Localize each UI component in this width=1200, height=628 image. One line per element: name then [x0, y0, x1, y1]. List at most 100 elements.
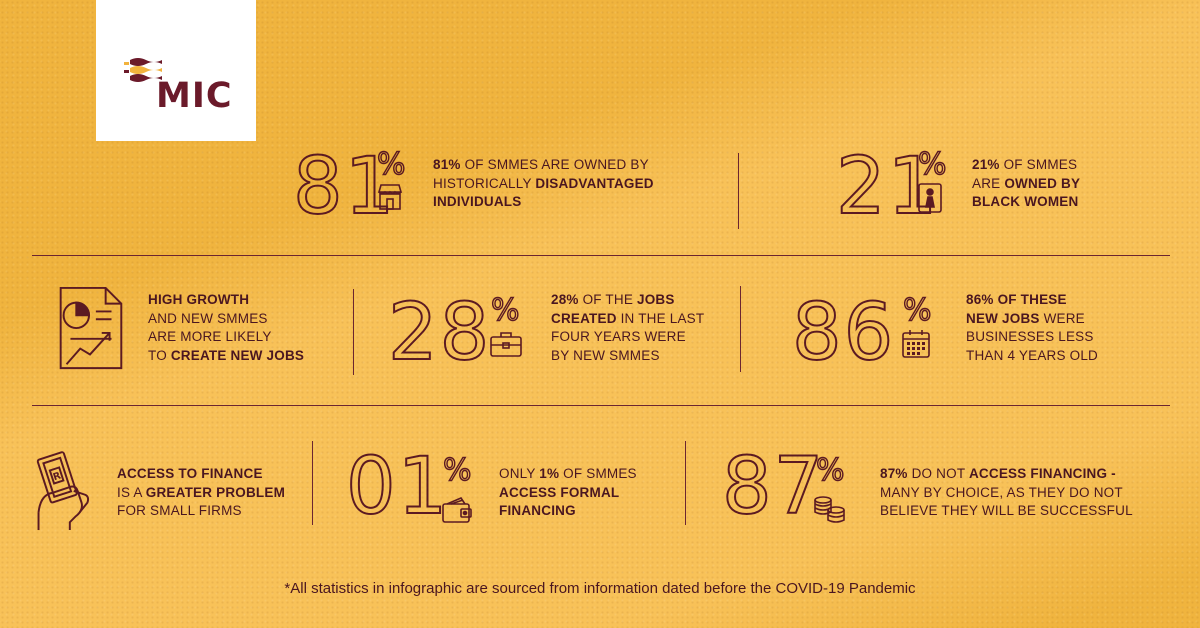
stat-text-line: ARE MORE LIKELY	[148, 328, 304, 347]
divider-row-1	[32, 255, 1170, 256]
stat-87-number: 87	[721, 442, 826, 532]
calendar-icon	[902, 330, 930, 358]
stat-text-emphasis: GREATER PROBLEM	[145, 484, 286, 500]
divider-col-row2a	[353, 289, 354, 375]
stat-text-emphasis: 28%	[551, 292, 583, 307]
stat-text-line: 86% OF THESE	[966, 291, 1098, 310]
stat-01-number: 01	[345, 442, 450, 532]
wallet-icon	[442, 497, 472, 523]
growth-report-icon	[59, 286, 123, 370]
coins-icon	[814, 496, 845, 523]
stat-text-line: FOR SMALL FIRMS	[117, 502, 285, 521]
stat-text-line: THAN 4 YEARS OLD	[966, 347, 1098, 366]
stat-text-line: FINANCING	[499, 502, 637, 521]
high-growth-text: HIGH GROWTH AND NEW SMMEs ARE MORE LIKELY T…	[148, 291, 304, 365]
stat-text-line: AND NEW SMMEs	[148, 310, 304, 329]
stat-text-line: NEW JOBS WERE	[966, 310, 1098, 329]
stat-text-line: 87% DO NOT ACCESS FINANCING -	[880, 465, 1133, 484]
stat-text-segment: AND NEW SMMEs	[148, 310, 268, 326]
woman-icon	[918, 183, 942, 213]
stat-text-emphasis: ACCESS FORMAL	[499, 484, 620, 500]
hand-banknote-icon: R	[36, 451, 90, 531]
stat-text-line: HISTORICALLY DISADVANTAGED	[433, 175, 654, 194]
stat-text-line: ONLY 1% OF SMMEs	[499, 465, 637, 484]
stat-text-segment: MANY BY CHOICE, AS THEY DO NOT	[880, 484, 1123, 500]
stat-text-line: MANY BY CHOICE, AS THEY DO NOT	[880, 484, 1133, 503]
stat-text-segment: ARE	[972, 175, 1005, 191]
stat-text-line: HIGH GROWTH	[148, 291, 304, 310]
stat-28-text: 28% OF THE JOBS CREATED IN THE LAST FOUR Y…	[551, 291, 704, 365]
stat-text-emphasis: 86%	[966, 292, 998, 307]
stat-28-number: 28	[387, 288, 492, 378]
stat-21-percent: %	[917, 147, 947, 182]
stat-text-emphasis: CREATED	[551, 310, 621, 326]
stat-text-segment: OF SMMEs ARE OWNED BY	[464, 157, 649, 172]
stat-text-emphasis: HIGH GROWTH	[148, 292, 250, 307]
stat-text-segment: IN THE LAST	[620, 310, 705, 326]
stat-text-line: 28% OF THE JOBS	[551, 291, 704, 310]
stat-86-text: 86% OF THESE NEW JOBS WERE BUSINESSES LESS…	[966, 291, 1098, 365]
stat-text-emphasis: OWNED BY	[1004, 175, 1081, 191]
stat-21-number: 21	[835, 142, 940, 232]
stat-text-emphasis: 87%	[880, 466, 908, 481]
stat-text-emphasis: BLACK WOMEN	[972, 194, 1079, 209]
stat-text-segment: BELIEVE THEY WILL BE SUCCESSFUL	[880, 503, 1133, 518]
stat-81-text: 81% OF SMMEs ARE OWNED BY HISTORICALLY DI…	[433, 156, 654, 212]
stat-text-line: CREATED IN THE LAST	[551, 310, 704, 329]
stat-text-line: FOUR YEARS WERE	[551, 328, 704, 347]
stat-28-percent: %	[490, 293, 520, 328]
stat-text-segment: IS A	[117, 484, 146, 500]
stat-text-line: IS A GREATER PROBLEM	[117, 484, 285, 503]
storefront-icon	[377, 184, 403, 210]
stat-text-line: ARE OWNED BY	[972, 175, 1080, 194]
stat-text-line: BLACK WOMEN	[972, 193, 1080, 212]
stat-text-emphasis: JOBS	[636, 292, 675, 307]
stat-text-segment: BY NEW SMMEs	[551, 347, 660, 363]
stat-text-line: 21% OF SMMEs	[972, 156, 1080, 175]
stat-81-percent: %	[376, 147, 406, 182]
stat-81-number: 81	[292, 142, 397, 232]
stat-text-emphasis: ACCESS TO FINANCE	[117, 466, 263, 481]
stat-text-segment: FOUR YEARS WERE	[551, 329, 686, 344]
mic-flag-icon	[124, 58, 162, 82]
stat-21-text: 21% OF SMMEs ARE OWNED BY BLACK WOMEN	[972, 156, 1080, 212]
stat-text-line: TO CREATE NEW JOBS	[148, 347, 304, 366]
stat-text-line: BUSINESSES LESS	[966, 328, 1098, 347]
stat-text-segment: OF SMMEs	[1003, 157, 1078, 172]
logo-card: MIC	[96, 0, 256, 141]
stat-text-line: 81% OF SMMEs ARE OWNED BY	[433, 156, 654, 175]
divider-row-2	[32, 405, 1170, 406]
stat-text-emphasis: 21%	[972, 157, 1004, 172]
stat-text-segment: ARE MORE LIKELY	[148, 329, 272, 344]
divider-col-row2b	[740, 286, 741, 372]
stat-87-percent: %	[815, 453, 845, 488]
stat-text-emphasis: INDIVIDUALS	[433, 194, 522, 209]
stat-text-segment: FOR SMALL FIRMS	[117, 503, 242, 518]
stat-text-segment: ONLY	[499, 466, 540, 481]
stat-text-segment: OF SMMEs	[559, 466, 637, 481]
stat-text-line: BY NEW SMMEs	[551, 347, 704, 366]
stat-text-segment: HISTORICALLY	[433, 175, 536, 191]
stat-text-emphasis: 1%	[539, 466, 560, 481]
stat-text-emphasis: NEW JOBS	[966, 310, 1044, 326]
stat-text-segment: WERE	[1043, 310, 1085, 326]
stat-text-segment: BUSINESSES LESS	[966, 329, 1094, 344]
stat-text-segment: TO	[148, 347, 171, 363]
stat-text-line: ACCESS FORMAL	[499, 484, 637, 503]
access-finance-text: ACCESS TO FINANCE IS A GREATER PROBLEM FOR…	[117, 465, 285, 521]
stat-text-emphasis: OF THESE	[997, 292, 1067, 307]
stat-text-emphasis: CREATE NEW JOBS	[170, 347, 305, 363]
stat-text-emphasis: 81%	[433, 157, 465, 172]
stat-text-segment: THAN 4 YEARS OLD	[966, 347, 1098, 363]
stat-86-percent: %	[902, 293, 932, 328]
stat-text-line: INDIVIDUALS	[433, 193, 654, 212]
stat-text-emphasis: ACCESS FINANCING -	[968, 466, 1116, 481]
divider-col-row3b	[685, 441, 686, 525]
stat-text-emphasis: FINANCING	[499, 503, 576, 518]
stat-text-segment: OF THE	[582, 292, 637, 307]
stat-text-emphasis: DISADVANTAGED	[535, 175, 654, 191]
stat-86-number: 86	[791, 288, 896, 378]
stat-01-text: ONLY 1% OF SMMEs ACCESS FORMAL FINANCING	[499, 465, 637, 521]
divider-col-row1	[738, 153, 739, 229]
stat-text-line: BELIEVE THEY WILL BE SUCCESSFUL	[880, 502, 1133, 521]
